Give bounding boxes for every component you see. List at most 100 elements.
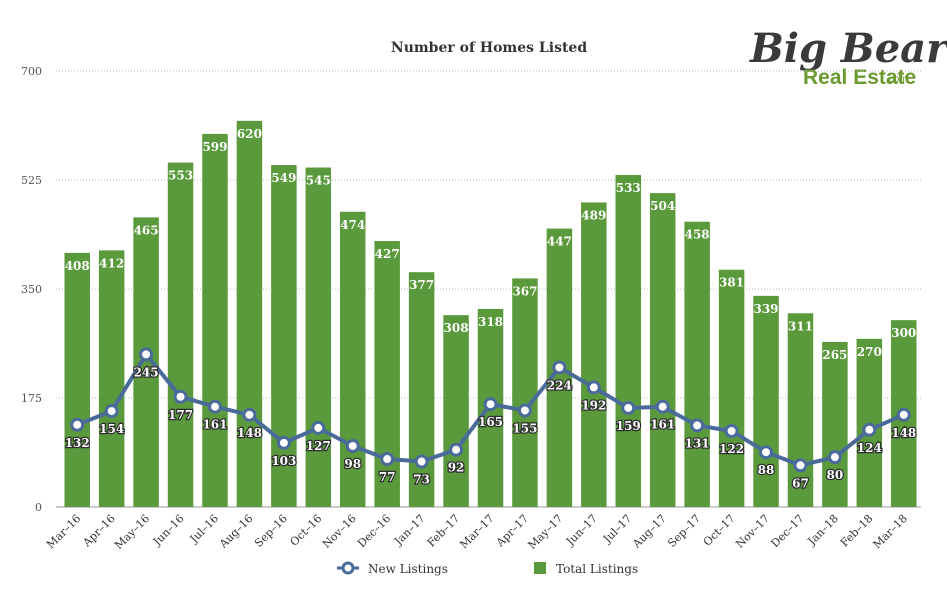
bar-value-label: 447 bbox=[547, 235, 572, 249]
line-point bbox=[793, 458, 808, 473]
line-value-label: 124 bbox=[857, 441, 882, 455]
bar-value-label: 367 bbox=[512, 284, 537, 298]
bar bbox=[718, 269, 745, 507]
logo: Big Bear Real Estate .com bbox=[749, 25, 947, 89]
line-value-label: 80 bbox=[827, 468, 844, 482]
x-tick-label: Jan–17 bbox=[391, 512, 427, 548]
legend-label-new-listings: New Listings bbox=[368, 562, 448, 576]
line-value-label: 98 bbox=[344, 457, 361, 471]
bar-value-label: 339 bbox=[753, 302, 778, 316]
x-tick-label: Sep–17 bbox=[665, 512, 703, 550]
bar-value-label: 458 bbox=[685, 228, 710, 242]
line-value-label: 148 bbox=[891, 426, 916, 440]
line-value-label: 77 bbox=[379, 470, 396, 484]
logo-line1: Big Bear bbox=[749, 25, 947, 72]
bar bbox=[133, 217, 159, 507]
x-tick-label: Oct–16 bbox=[288, 512, 325, 549]
line-value-label: 131 bbox=[685, 436, 710, 450]
line-point bbox=[483, 397, 498, 412]
x-tick-label: Mar–16 bbox=[44, 512, 83, 551]
y-tick-label: 350 bbox=[21, 283, 42, 296]
x-tick-label: Aug–17 bbox=[630, 512, 669, 551]
line-value-label: 73 bbox=[413, 473, 430, 487]
line-point bbox=[552, 360, 567, 375]
line-point bbox=[380, 452, 395, 467]
bar bbox=[98, 250, 125, 507]
x-tick-label: Mar–18 bbox=[871, 512, 910, 551]
line-value-label: 177 bbox=[168, 408, 193, 422]
x-tick-label: Dec–17 bbox=[768, 512, 806, 550]
y-tick-label: 175 bbox=[21, 392, 42, 405]
bar-value-label: 311 bbox=[788, 319, 813, 333]
bar bbox=[581, 202, 607, 507]
bar-value-label: 377 bbox=[409, 278, 434, 292]
line-point bbox=[311, 420, 326, 435]
line-value-label: 92 bbox=[448, 461, 465, 475]
line-value-label: 148 bbox=[237, 426, 262, 440]
bar bbox=[649, 193, 676, 507]
bar bbox=[167, 162, 194, 507]
line-point bbox=[690, 418, 705, 433]
line-point bbox=[517, 403, 532, 418]
bar bbox=[305, 167, 332, 508]
line-point bbox=[345, 438, 360, 453]
bar-value-label: 489 bbox=[581, 208, 606, 222]
x-tick-label: Mar–17 bbox=[457, 512, 496, 551]
line-point bbox=[104, 404, 119, 419]
bar bbox=[684, 221, 710, 507]
x-tick-label: Apr–16 bbox=[80, 512, 118, 550]
bar-value-label: 599 bbox=[202, 140, 227, 154]
x-tick-label: Feb–18 bbox=[838, 512, 876, 550]
y-tick-label: 525 bbox=[21, 174, 42, 187]
bar-value-label: 474 bbox=[340, 218, 365, 232]
line-value-label: 103 bbox=[271, 454, 296, 468]
x-tick-label: Aug–16 bbox=[216, 512, 255, 551]
line-value-label: 127 bbox=[306, 439, 331, 453]
bar-value-label: 300 bbox=[891, 326, 916, 340]
line-value-label: 161 bbox=[202, 418, 227, 432]
x-tick-label: Nov–16 bbox=[320, 512, 359, 551]
line-point bbox=[862, 422, 877, 437]
legend-marker-swatch bbox=[341, 561, 355, 575]
bar-value-label: 427 bbox=[375, 247, 400, 261]
line-point bbox=[242, 407, 257, 422]
logo-suffix: .com bbox=[886, 74, 908, 85]
bar-value-label: 265 bbox=[822, 348, 847, 362]
line-point bbox=[173, 389, 188, 404]
line-value-label: 245 bbox=[134, 365, 159, 379]
bar bbox=[236, 120, 263, 507]
bar bbox=[339, 211, 366, 507]
line-value-label: 159 bbox=[616, 419, 641, 433]
bar-value-label: 504 bbox=[650, 199, 675, 213]
bars-total-listings: 408 412 465 553 599 620 549 545 474 427 377 308 318 3… bbox=[64, 120, 917, 508]
line-point bbox=[621, 400, 636, 415]
line-point bbox=[449, 442, 464, 457]
line-point bbox=[655, 399, 670, 414]
line-value-label: 88 bbox=[758, 463, 775, 477]
bar bbox=[512, 278, 538, 507]
legend-total-listings: Total Listings bbox=[534, 562, 638, 576]
x-tick-label: May–17 bbox=[526, 512, 566, 552]
y-axis: 0 175 350 525 700 bbox=[21, 65, 42, 514]
line-value-label: 165 bbox=[478, 415, 503, 429]
x-tick-label: Oct–17 bbox=[701, 512, 738, 549]
x-tick-label: Nov–17 bbox=[733, 512, 772, 551]
bar bbox=[615, 175, 642, 507]
x-tick-label: Dec–16 bbox=[355, 512, 393, 550]
bar-value-label: 308 bbox=[444, 321, 469, 335]
x-tick-label: Apr–17 bbox=[493, 512, 531, 550]
x-tick-label: Jun–17 bbox=[563, 512, 600, 549]
bar-value-label: 465 bbox=[134, 223, 159, 237]
bar-value-label: 545 bbox=[306, 174, 331, 188]
line-value-label: 192 bbox=[581, 398, 606, 412]
bar-value-label: 270 bbox=[857, 345, 882, 359]
x-tick-label: Sep–16 bbox=[252, 512, 290, 550]
x-tick-label: Jun–16 bbox=[150, 512, 187, 549]
bar-value-label: 408 bbox=[65, 259, 90, 273]
line-point bbox=[724, 424, 739, 439]
line-value-label: 132 bbox=[65, 436, 90, 450]
legend-new-listings: New Listings bbox=[337, 561, 448, 576]
x-tick-label: May–16 bbox=[112, 512, 152, 552]
line-value-label: 122 bbox=[719, 442, 744, 456]
